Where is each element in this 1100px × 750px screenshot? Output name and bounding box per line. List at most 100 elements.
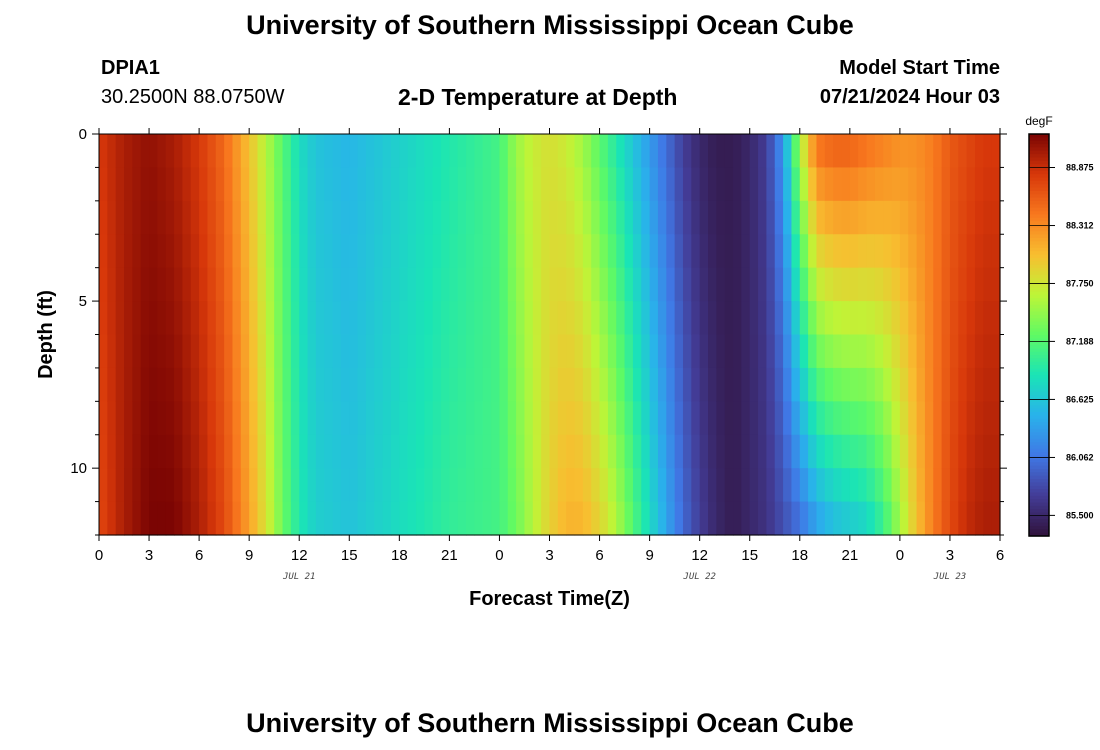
heatmap-cell — [966, 234, 976, 269]
heatmap-cell — [624, 134, 634, 169]
heatmap-cell — [816, 200, 826, 235]
heatmap-cell — [182, 267, 192, 302]
heatmap-cell — [290, 134, 300, 169]
heatmap-cell — [499, 367, 509, 402]
heatmap-cell — [240, 367, 250, 402]
heatmap-cell — [115, 334, 125, 369]
heatmap-cell — [265, 434, 275, 469]
heatmap-cell — [657, 167, 667, 202]
heatmap-cell — [290, 401, 300, 436]
heatmap-cell — [724, 167, 734, 202]
heatmap-cell — [941, 367, 951, 402]
heatmap-cell — [899, 501, 909, 536]
heatmap-cell — [674, 200, 684, 235]
colorbar-segment — [1029, 308, 1049, 313]
heatmap-cell — [507, 468, 517, 503]
heatmap-cell — [666, 501, 676, 536]
heatmap-cell — [541, 434, 551, 469]
heatmap-cell — [190, 401, 200, 436]
heatmap-cell — [157, 301, 167, 336]
heatmap-cell — [958, 501, 968, 536]
heatmap-cell — [441, 267, 450, 302]
heatmap-cell — [874, 501, 884, 536]
heatmap-cell — [649, 134, 659, 169]
heatmap-cell — [883, 267, 893, 302]
heatmap-cell — [149, 468, 158, 503]
heatmap-cell — [449, 334, 459, 369]
heatmap-cell — [791, 134, 801, 169]
heatmap-cell — [132, 401, 142, 436]
heatmap-cell — [190, 334, 200, 369]
heatmap-cell — [274, 401, 284, 436]
heatmap-cell — [315, 434, 325, 469]
heatmap-cell — [983, 267, 993, 302]
heatmap-cell — [315, 468, 325, 503]
heatmap-cell — [841, 200, 851, 235]
heatmap-cell — [491, 134, 501, 169]
heatmap-cell — [733, 234, 742, 269]
heatmap-cell — [482, 167, 492, 202]
heatmap-cell — [482, 501, 492, 536]
heatmap-cell — [799, 468, 809, 503]
heatmap-cell — [332, 501, 342, 536]
heatmap-cell — [232, 434, 242, 469]
heatmap-cell — [966, 434, 976, 469]
heatmap-cell — [207, 167, 217, 202]
heatmap-cell — [699, 200, 709, 235]
heatmap-cell — [799, 401, 809, 436]
heatmap-cell — [449, 468, 459, 503]
heatmap-cell — [657, 200, 667, 235]
heatmap-cell — [290, 234, 300, 269]
heatmap-cell — [966, 134, 976, 169]
heatmap-cell — [349, 200, 359, 235]
heatmap-cell — [149, 334, 158, 369]
x-tick-label: 12 — [291, 547, 308, 564]
heatmap-cell — [908, 134, 918, 169]
heatmap-cell — [758, 301, 767, 336]
heatmap-cell — [708, 401, 717, 436]
colorbar-segment — [1029, 361, 1049, 366]
colorbar-segment — [1029, 190, 1049, 195]
heatmap-cell — [115, 468, 125, 503]
heatmap-cell — [532, 301, 542, 336]
heatmap-cell — [657, 434, 667, 469]
heatmap-cell — [199, 468, 209, 503]
heatmap-cell — [457, 468, 467, 503]
x-tick-label: 15 — [741, 547, 758, 564]
heatmap-cell — [632, 200, 642, 235]
heatmap-cell — [115, 134, 125, 169]
heatmap-cell — [808, 334, 818, 369]
colorbar-segment — [1029, 405, 1049, 410]
heatmap-cell — [482, 200, 492, 235]
x-tick-label: 6 — [595, 547, 603, 564]
heatmap-cell — [758, 134, 767, 169]
colorbar-tick-label: 86.625 — [1066, 394, 1094, 404]
heatmap-cell — [708, 501, 717, 536]
heatmap-cell — [199, 134, 209, 169]
heatmap-cell — [641, 468, 651, 503]
heatmap-cell — [966, 401, 976, 436]
heatmap-cell — [799, 200, 809, 235]
heatmap-cell — [766, 434, 776, 469]
colorbar-segment — [1029, 227, 1049, 232]
heatmap-cell — [374, 267, 384, 302]
heatmap-cell — [749, 501, 759, 536]
heatmap-cell — [157, 267, 167, 302]
heatmap-cell — [733, 167, 742, 202]
heatmap-cell — [507, 501, 517, 536]
heatmap-cell — [182, 468, 192, 503]
heatmap-cell — [924, 234, 934, 269]
heatmap-cell — [132, 200, 142, 235]
heatmap-cell — [374, 367, 384, 402]
heatmap-cell — [941, 301, 951, 336]
heatmap-cell — [933, 434, 943, 469]
colorbar-segment — [1029, 371, 1049, 376]
heatmap-cell — [883, 401, 893, 436]
heatmap-cell — [758, 167, 767, 202]
heatmap-cell — [874, 200, 884, 235]
heatmap-cell — [516, 234, 526, 269]
heatmap-cell — [574, 334, 584, 369]
heatmap-cell — [883, 468, 893, 503]
heatmap-cell — [657, 234, 667, 269]
heatmap-cell — [991, 200, 1001, 235]
